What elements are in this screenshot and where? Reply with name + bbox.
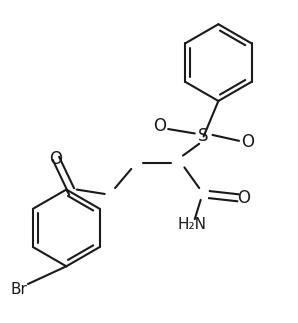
Text: O: O [241,133,254,151]
Text: Br: Br [10,282,27,297]
Text: H₂N: H₂N [177,217,206,233]
Text: O: O [153,117,166,135]
Text: O: O [49,150,63,168]
Text: S: S [198,127,209,145]
Text: O: O [237,189,250,207]
